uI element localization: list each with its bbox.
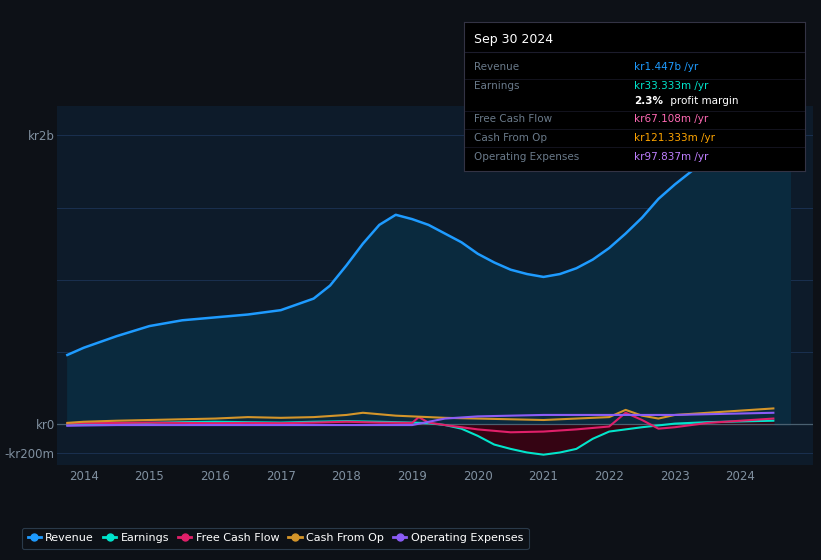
Text: kr97.837m /yr: kr97.837m /yr [635,152,709,162]
Text: kr1.447b /yr: kr1.447b /yr [635,62,699,72]
Text: kr67.108m /yr: kr67.108m /yr [635,114,709,124]
Text: Revenue: Revenue [474,62,519,72]
Legend: Revenue, Earnings, Free Cash Flow, Cash From Op, Operating Expenses: Revenue, Earnings, Free Cash Flow, Cash … [22,528,529,549]
Text: Cash From Op: Cash From Op [474,133,547,143]
Text: Earnings: Earnings [474,81,520,91]
Text: Free Cash Flow: Free Cash Flow [474,114,553,124]
Text: kr33.333m /yr: kr33.333m /yr [635,81,709,91]
Text: Operating Expenses: Operating Expenses [474,152,580,162]
Text: profit margin: profit margin [667,96,738,106]
Text: Sep 30 2024: Sep 30 2024 [474,33,553,46]
Text: 2.3%: 2.3% [635,96,663,106]
Text: kr121.333m /yr: kr121.333m /yr [635,133,715,143]
